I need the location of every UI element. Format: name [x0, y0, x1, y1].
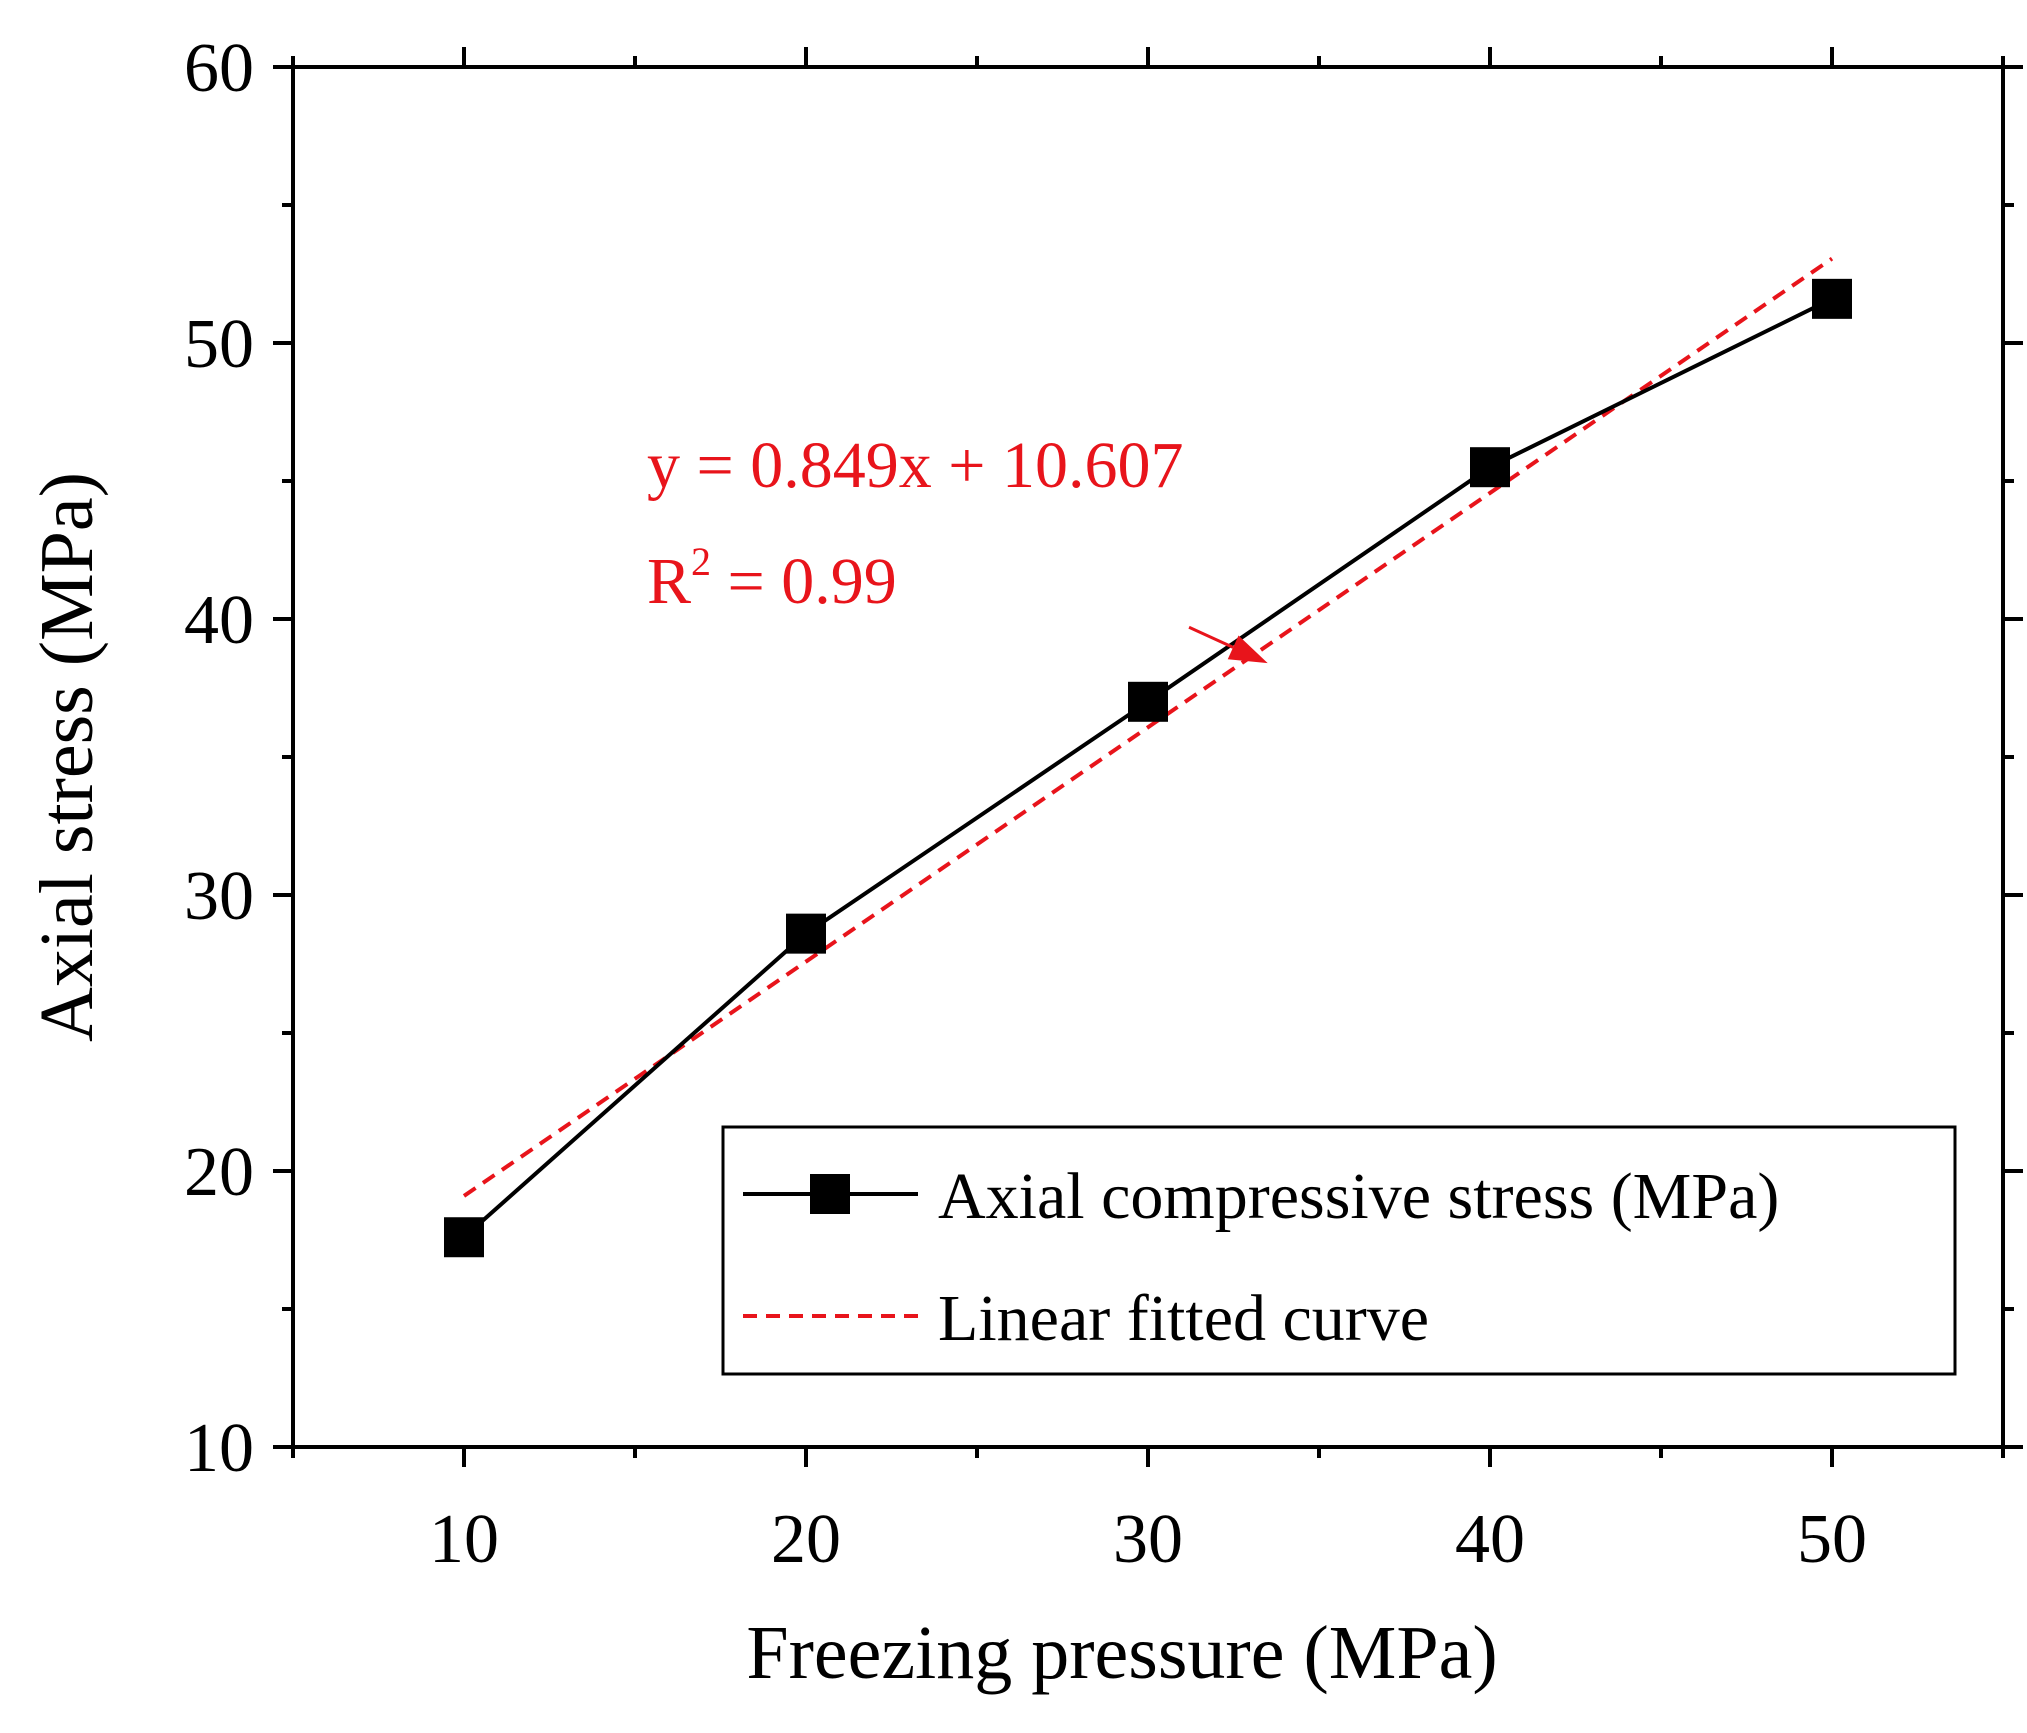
y-tick-label: 10 — [184, 1410, 254, 1487]
x-tick-label: 30 — [1113, 1501, 1183, 1578]
r-squared-prefix: R — [647, 545, 691, 618]
data-point-marker — [786, 913, 826, 954]
x-tick-label: 20 — [771, 1501, 841, 1578]
linear-fit-line — [462, 256, 1834, 1198]
data-point-marker — [1128, 681, 1168, 722]
r-squared-value: = 0.99 — [711, 545, 897, 618]
legend-box — [721, 1125, 1957, 1376]
y-tick-label: 20 — [184, 1134, 254, 1211]
data-point-marker — [1812, 278, 1852, 319]
y-axis-title: Axial stress (MPa) — [25, 472, 109, 1042]
data-point-marker — [444, 1217, 484, 1258]
legend-label-fit: Linear fitted curve — [938, 1282, 1429, 1355]
y-tick-label: 60 — [184, 30, 254, 107]
legend: Axial compressive stress (MPa) Linear fi… — [721, 1125, 1957, 1376]
fit-annotation: y = 0.849x + 10.607 R2 = 0.99 — [647, 429, 1268, 664]
r-squared-superscript: 2 — [691, 539, 711, 584]
plot-frame — [291, 65, 2005, 1449]
equation-text: y = 0.849x + 10.607 — [647, 429, 1183, 502]
x-tick-label: 10 — [429, 1501, 499, 1578]
data-markers — [444, 278, 1852, 1258]
data-point-marker — [1470, 447, 1510, 488]
r-squared-text: R2 = 0.99 — [647, 539, 897, 618]
legend-label-axial: Axial compressive stress (MPa) — [938, 1160, 1779, 1233]
x-tick-label: 40 — [1455, 1501, 1525, 1578]
axis-tick-labels: 10 20 30 40 50 10 20 30 40 50 60 — [184, 30, 1867, 1578]
legend-marker-square — [810, 1174, 850, 1214]
x-tick-label: 50 — [1797, 1501, 1867, 1578]
y-tick-label: 40 — [184, 582, 254, 659]
annotation-arrow-head — [1227, 635, 1268, 664]
annotation-arrow-line — [1188, 625, 1234, 649]
y-tick-label: 30 — [184, 858, 254, 935]
x-axis-title: Freezing pressure (MPa) — [746, 1611, 1497, 1695]
series-layer — [444, 256, 1852, 1258]
y-tick-label: 50 — [184, 306, 254, 383]
